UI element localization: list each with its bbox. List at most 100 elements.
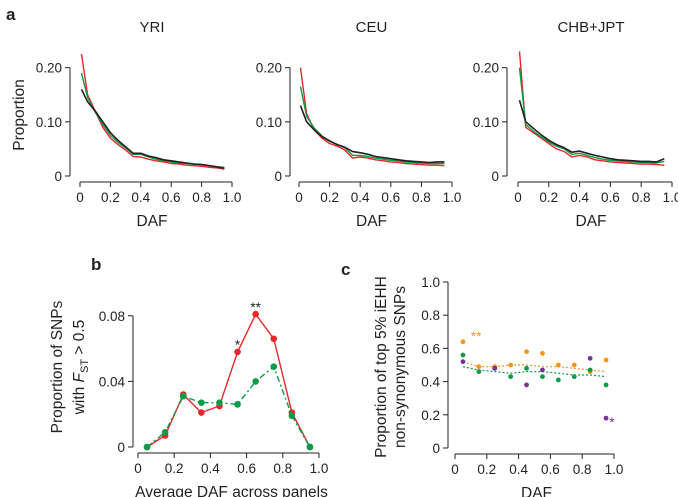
data-point [179,392,187,400]
data-point [603,357,609,363]
x-tick-label: 0.6 [381,190,400,205]
x-tick-label: 0.4 [570,190,589,205]
panel-title: CHB+JPT [557,19,624,36]
data-point [571,362,577,368]
panel-letter-a: a [6,5,16,24]
x-tick-label: 0.2 [101,190,120,205]
data-point [161,428,169,436]
data-point [270,363,278,370]
x-tick-label: 0.6 [237,461,256,476]
y-axis-label-line2: with FST > 0.5 [71,320,91,416]
y-axis-label-line1: Proportion of SNPs [49,300,66,433]
series-line [299,67,445,167]
data-point [252,310,259,318]
x-axis-label: Average DAF across panels [135,484,328,497]
data-point [524,382,529,388]
data-point [198,409,205,416]
x-tick-label: 0.8 [573,462,592,477]
trend-line [462,366,607,378]
significance-marker: * [235,338,241,353]
data-point [540,350,545,356]
series-line [146,365,311,448]
panel-c-chart: 0 0.2 0.4 0.6 0.8 1.0 0 0.2 0.4 0.6 0.8 1.0 DAF Propo… [373,275,623,497]
x-tick-label: 0 [295,190,303,205]
data-point [555,362,561,368]
data-point [234,348,241,356]
x-tick-label: 0.2 [539,190,558,205]
data-point [587,355,593,361]
y-axis-label: Proportion [11,79,28,151]
x-tick-label: 0 [514,190,522,205]
y-tick-label: 0 [491,169,499,184]
x-tick-label: 0.6 [601,190,620,205]
series-line [80,88,225,170]
significance-marker: * [609,415,615,430]
x-tick-label: 0.4 [351,190,370,205]
panel-a-chb-jpt-chart: 0 0.10 0.20 0 0.2 0.4 0.6 0.8 1.0 CHB+JPT DAF [473,19,678,230]
y-tick-label: 0 [54,169,62,184]
x-axis-label: DAF [576,213,607,230]
data-point [555,377,561,383]
x-tick-label: 1.0 [663,190,678,205]
y-tick-label: 0.10 [36,115,62,130]
panel-letter-c: c [341,260,350,279]
series-line [299,105,445,164]
x-tick-label: 0 [76,190,84,205]
panel-a-yri-chart: 0 0.10 0.20 0 0.2 0.4 0.6 0.8 1.0 YRI DAF Proportio… [11,19,241,230]
y-tick-label: 0.8 [421,308,440,323]
x-axis-label: DAF [356,213,387,230]
data-point [476,369,482,375]
x-tick-label: 0.2 [320,190,339,205]
series-line [518,67,665,164]
data-point [460,339,466,345]
x-tick-label: 0.4 [509,462,528,477]
x-tick-label: 0.4 [201,461,220,476]
x-tick-label: 0.6 [162,190,181,205]
y-tick-label: 0.08 [99,309,125,324]
data-point [234,401,241,408]
y-axis-label-line1: Proportion of top 5% iEHH [373,276,390,458]
y-axis-label-line2: non-synonymous SNPs [392,286,409,448]
panel-title: YRI [139,19,164,36]
series-line [146,312,311,448]
x-tick-label: 1.0 [310,461,329,476]
significance-marker: ** [250,300,261,315]
data-point [270,335,278,343]
x-tick-label: 0.8 [273,461,292,476]
y-tick-label: 0.20 [256,61,282,76]
y-tick-label: 0.4 [421,375,440,390]
data-point [198,399,205,407]
series-line [299,86,445,165]
data-point [460,352,466,358]
x-tick-label: 0 [451,462,459,477]
series-line [80,53,225,170]
x-axis-label: DAF [137,213,168,230]
data-point [524,349,529,355]
y-tick-label: 0.04 [99,374,126,389]
y-tick-label: 0.20 [36,61,62,76]
x-tick-label: 1.0 [605,462,624,477]
panel-letter-b: b [91,255,101,274]
series-line [80,72,225,168]
significance-marker: ** [471,329,482,344]
data-point [476,364,482,370]
data-point [492,365,498,371]
panel-title: CEU [356,19,388,36]
data-point [603,382,609,388]
y-tick-label: 0.10 [473,115,499,130]
data-point [288,412,296,420]
panel-a-ceu-chart: 0 0.10 0.20 0 0.2 0.4 0.6 0.8 1.0 CEU DAF [256,19,462,230]
data-point [540,374,545,380]
y-tick-label: 0 [432,441,440,456]
trend-line [462,361,607,373]
data-point [143,443,151,451]
x-tick-label: 0.8 [192,190,211,205]
data-point [216,399,223,407]
y-tick-label: 0 [117,440,125,455]
data-point [571,374,577,380]
data-point [508,374,514,380]
x-tick-label: 0.8 [412,190,431,205]
x-tick-label: 0.2 [477,462,496,477]
panel-b-chart: 0 0.04 0.08 0 0.2 0.4 0.6 0.8 1.0 Average DAF acr… [49,300,328,497]
x-tick-label: 0.4 [131,190,150,205]
